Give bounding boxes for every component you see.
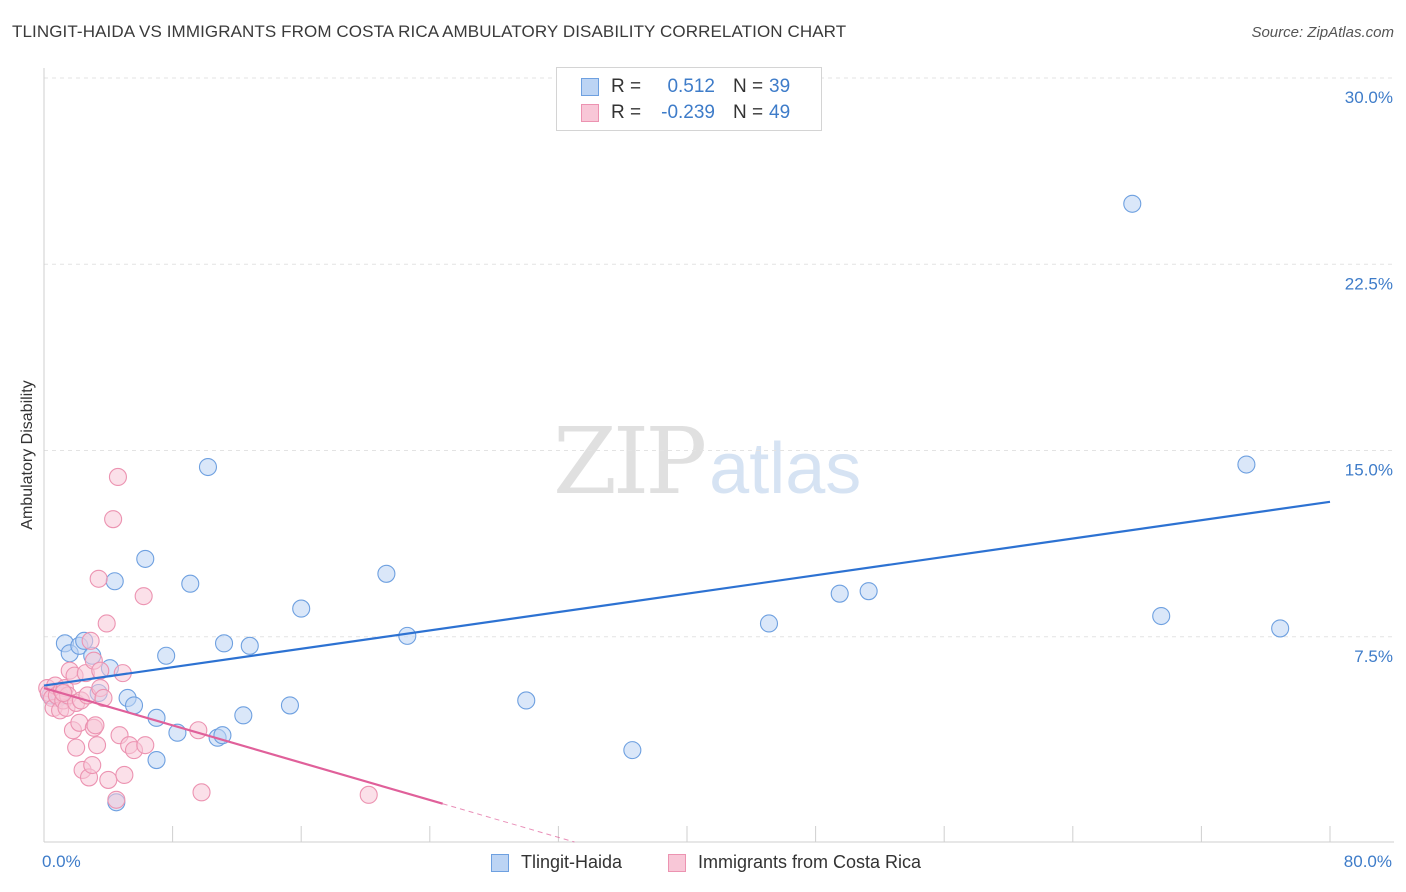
point-tlingit-haida xyxy=(181,574,200,593)
point-tlingit-haida xyxy=(1271,619,1290,638)
point-tlingit-haida xyxy=(1152,606,1171,626)
point-costa-rica xyxy=(192,783,211,802)
point-costa-rica xyxy=(108,467,127,487)
legend-r-label: R = xyxy=(611,76,642,97)
legend-swatch-costa-rica xyxy=(581,104,599,122)
point-tlingit-haida xyxy=(292,599,311,618)
point-costa-rica xyxy=(136,736,155,755)
point-tlingit-haida xyxy=(136,549,155,568)
y-tick-label: 7.5% xyxy=(1354,647,1393,666)
series-label-costa-rica: Immigrants from Costa Rica xyxy=(698,852,922,872)
point-costa-rica xyxy=(134,587,153,606)
x-tick-label-max: 80.0% xyxy=(1343,852,1392,871)
point-tlingit-haida xyxy=(859,582,878,601)
point-costa-rica xyxy=(94,688,113,708)
legend-n-value: 49 xyxy=(769,102,791,123)
series-label-tlingit-haida: Tlingit-Haida xyxy=(521,852,623,872)
point-tlingit-haida xyxy=(280,696,299,715)
point-costa-rica xyxy=(81,631,100,650)
trend-line-costa-rica xyxy=(43,686,443,805)
legend-n-value: 39 xyxy=(769,76,791,97)
series-swatch-tlingit-haida xyxy=(491,853,509,872)
point-costa-rica xyxy=(115,765,134,785)
series-legend-tlingit-haida[interactable]: Tlingit-Haida xyxy=(491,852,622,873)
legend-swatch-tlingit-haida xyxy=(581,78,599,96)
point-tlingit-haida xyxy=(623,741,642,760)
point-tlingit-haida xyxy=(234,706,253,725)
point-costa-rica xyxy=(87,736,107,755)
point-costa-rica xyxy=(97,614,116,633)
chart-source: Source: ZipAtlas.com xyxy=(1251,24,1394,41)
point-tlingit-haida xyxy=(105,572,124,591)
trend-lines xyxy=(43,500,1331,843)
point-tlingit-haida xyxy=(517,691,536,710)
legend-r-value: 0.512 xyxy=(667,76,715,97)
legend-n-label: N = xyxy=(733,102,764,123)
data-points xyxy=(38,194,1290,812)
legend-n-label: N = xyxy=(733,76,764,97)
point-tlingit-haida xyxy=(830,584,849,603)
series-swatch-costa-rica xyxy=(668,853,686,872)
point-costa-rica xyxy=(99,770,118,789)
point-costa-rica xyxy=(86,716,105,735)
legend-r-label: R = xyxy=(611,102,642,123)
axes xyxy=(43,68,1394,843)
correlation-legend: R = 0.512 N = 39 R = -0.239 N = 49 xyxy=(556,67,822,131)
point-costa-rica xyxy=(359,785,378,804)
legend-row-tlingit-haida: R = 0.512 N = 39 xyxy=(581,75,790,99)
legend-r-value: -0.239 xyxy=(661,102,715,123)
point-tlingit-haida xyxy=(1237,455,1256,474)
point-tlingit-haida xyxy=(377,564,396,583)
point-costa-rica xyxy=(83,755,102,775)
point-tlingit-haida xyxy=(1123,194,1142,213)
point-tlingit-haida xyxy=(198,457,218,477)
y-tick-labels: 7.5% 15.0% 22.5% 30.0% xyxy=(1345,88,1393,666)
point-tlingit-haida xyxy=(147,750,166,770)
y-tick-label: 15.0% xyxy=(1345,461,1393,480)
point-costa-rica xyxy=(67,738,86,757)
gridlines xyxy=(44,77,1394,638)
y-tick-label: 30.0% xyxy=(1345,88,1393,107)
point-tlingit-haida xyxy=(398,626,417,645)
legend-row-costa-rica: R = -0.239 N = 49 xyxy=(581,101,790,125)
x-tick-label-min: 0.0% xyxy=(42,852,81,871)
series-legend-costa-rica[interactable]: Immigrants from Costa Rica xyxy=(668,852,921,873)
point-tlingit-haida xyxy=(214,634,234,653)
chart-title: TLINGIT-HAIDA VS IMMIGRANTS FROM COSTA R… xyxy=(12,22,847,41)
point-costa-rica xyxy=(89,569,108,588)
point-tlingit-haida xyxy=(157,646,176,665)
y-tick-label: 22.5% xyxy=(1345,274,1393,293)
point-costa-rica xyxy=(107,790,126,809)
series-legend: Tlingit-Haida Immigrants from Costa Rica xyxy=(0,852,1406,878)
point-tlingit-haida xyxy=(759,614,779,633)
point-tlingit-haida xyxy=(240,636,259,655)
trend-line-costa-rica-extension xyxy=(442,803,575,843)
point-costa-rica xyxy=(104,510,123,529)
trend-line-tlingit-haida xyxy=(43,500,1331,687)
